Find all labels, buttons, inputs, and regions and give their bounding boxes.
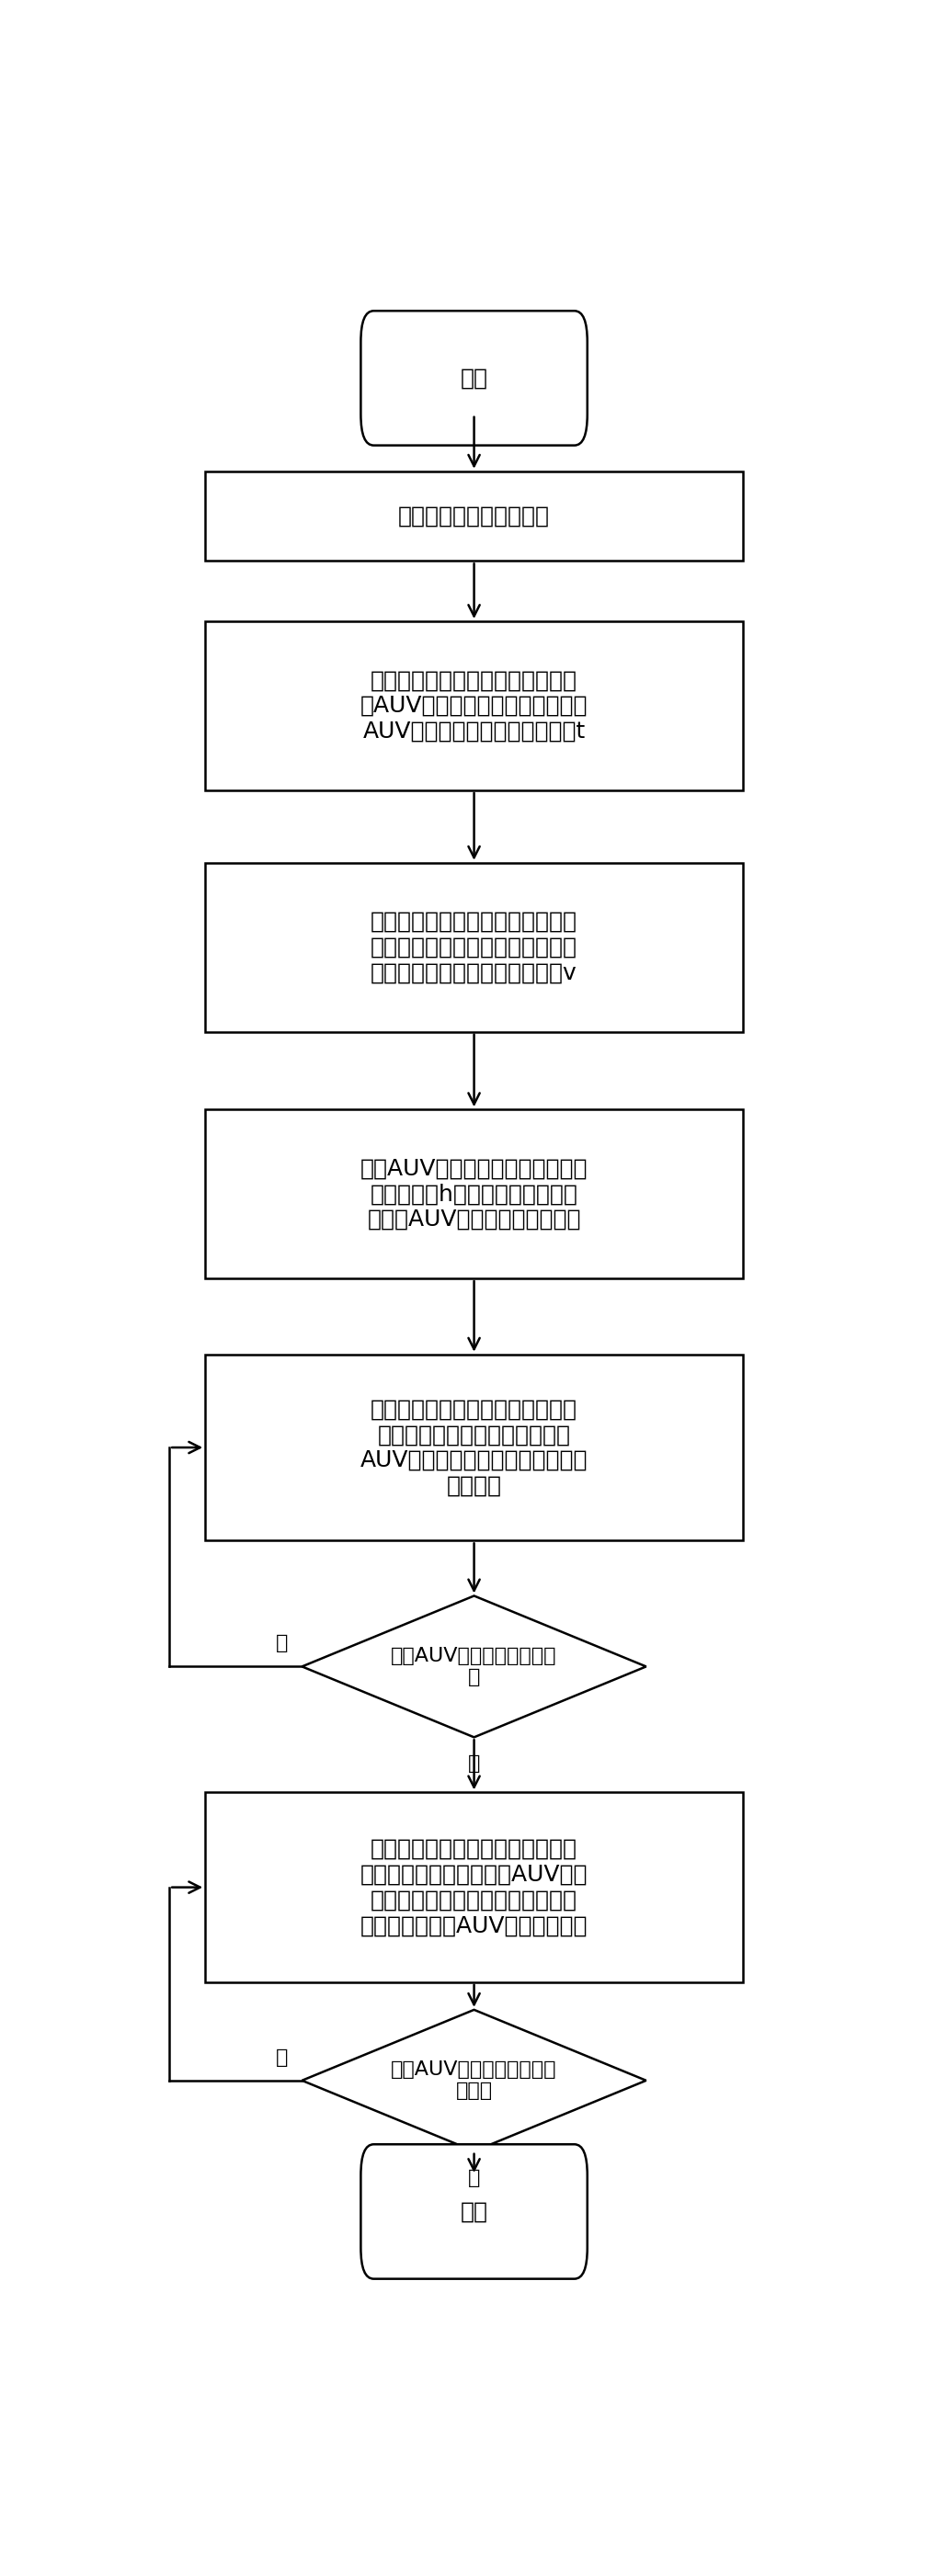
Text: 通过惯性导航系统与深度计两种测
量方式加权融合的方法，计算出竖
直状态下作近似匀速运动的速度v: 通过惯性导航系统与深度计两种测 量方式加权融合的方法，计算出竖 直状态下作近似匀… <box>371 912 577 984</box>
Text: 否: 否 <box>276 2048 288 2066</box>
Text: 是: 是 <box>468 2169 480 2187</box>
Text: 停止艰、艰耐压油筱之间的油量交
换，利用平衡关系式维持AUV为水
平姿态的同时利用深度与速度的双
闭环控制方法对AUV进行浮力调节: 停止艰、艰耐压油筱之间的油量交 换，利用平衡关系式维持AUV为水 平姿态的同时利… <box>360 1837 588 1937</box>
Text: 上浮或下潜前的准备工作: 上浮或下潜前的准备工作 <box>398 505 550 528</box>
Text: 确定AUV姿态变化点的位置，在距
离目标深度h处再次通过浮力调节
机构对AUV姿态及浮力进行调整: 确定AUV姿态变化点的位置，在距 离目标深度h处再次通过浮力调节 机构对AUV姿… <box>360 1157 588 1231</box>
Bar <box>205 621 743 791</box>
Text: 判断AUV姿态是否悬停到目
标深度: 判断AUV姿态是否悬停到目 标深度 <box>391 2061 557 2099</box>
Text: 是: 是 <box>468 1754 480 1772</box>
Bar <box>205 1793 743 1981</box>
Text: 开始: 开始 <box>461 368 487 389</box>
Text: 设置油泵转速，控制浮力调节机构
对AUV姿态及浮力进行调节，记录
AUV姿态由水平变为竖直的时间t: 设置油泵转速，控制浮力调节机构 对AUV姿态及浮力进行调节，记录 AUV姿态由水… <box>360 670 588 742</box>
FancyBboxPatch shape <box>361 312 587 446</box>
FancyBboxPatch shape <box>361 2143 587 2280</box>
Polygon shape <box>302 2009 646 2151</box>
Text: 否: 否 <box>276 1633 288 1654</box>
Bar <box>205 471 743 562</box>
Bar <box>205 863 743 1033</box>
Text: 判断AUV姿态是否调整为水
平: 判断AUV姿态是否调整为水 平 <box>391 1646 557 1687</box>
Polygon shape <box>302 1595 646 1736</box>
Bar <box>205 1355 743 1540</box>
Text: 到达姿态变化点的深度后，利用深
度与速度的双闭环控制方法增大
AUV浮力的同时调整其姿态由竖直
变为水平: 到达姿态变化点的深度后，利用深 度与速度的双闭环控制方法增大 AUV浮力的同时调… <box>360 1399 588 1497</box>
Text: 结束: 结束 <box>461 2200 487 2223</box>
Bar <box>205 1110 743 1278</box>
